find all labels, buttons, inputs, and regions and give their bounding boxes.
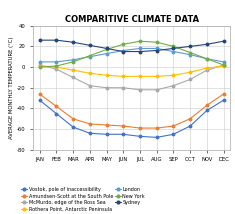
Sydney (222, 40, 225, 43)
New York (155, 41, 158, 43)
Amundsen-Scott at the South Pole (222, 93, 225, 95)
Sydney (189, 45, 192, 48)
Title: COMPARITIVE CLIMATE DATA: COMPARITIVE CLIMATE DATA (65, 15, 199, 24)
London (122, 49, 125, 52)
Amundsen-Scott at the South Pole (105, 124, 108, 126)
Amundsen-Scott at the South Pole (155, 127, 158, 129)
Sydney (38, 39, 41, 42)
London (72, 59, 74, 61)
Sydney (205, 43, 208, 46)
Vostok, pole of inaccessibility (55, 112, 58, 115)
Amundsen-Scott at the South Pole (205, 104, 208, 107)
Line: Rothera Point, Antarctic Peninsula: Rothera Point, Antarctic Peninsula (38, 65, 225, 78)
Line: Sydney: Sydney (38, 39, 225, 53)
New York (189, 51, 192, 54)
Sydney (172, 47, 175, 50)
Sydney (139, 50, 141, 53)
McMurdo, edge of the Ross Sea (38, 64, 41, 66)
Vostok, pole of inaccessibility (139, 135, 141, 138)
New York (105, 48, 108, 51)
New York (139, 40, 141, 43)
London (139, 47, 141, 50)
Legend: Vostok, pole of inaccessibility, Amundsen-Scott at the South Pole, McMurdo, edge: Vostok, pole of inaccessibility, Amundse… (21, 187, 145, 212)
Line: London: London (38, 47, 225, 63)
Amundsen-Scott at the South Pole (122, 125, 125, 127)
New York (72, 61, 74, 63)
Sydney (88, 44, 91, 47)
Rothera Point, Antarctic Peninsula (189, 71, 192, 74)
Vostok, pole of inaccessibility (222, 99, 225, 101)
London (155, 47, 158, 50)
London (105, 52, 108, 55)
Vostok, pole of inaccessibility (105, 133, 108, 136)
McMurdo, edge of the Ross Sea (122, 86, 125, 89)
Rothera Point, Antarctic Peninsula (88, 72, 91, 74)
Sydney (105, 47, 108, 50)
London (88, 55, 91, 58)
London (222, 61, 225, 63)
Amundsen-Scott at the South Pole (38, 93, 41, 95)
McMurdo, edge of the Ross Sea (72, 76, 74, 79)
Rothera Point, Antarctic Peninsula (155, 75, 158, 78)
Vostok, pole of inaccessibility (122, 133, 125, 136)
London (55, 61, 58, 63)
London (38, 61, 41, 63)
Amundsen-Scott at the South Pole (139, 127, 141, 129)
Rothera Point, Antarctic Peninsula (105, 74, 108, 77)
London (189, 53, 192, 56)
Rothera Point, Antarctic Peninsula (222, 65, 225, 67)
Sydney (55, 39, 58, 42)
New York (172, 45, 175, 48)
Y-axis label: AVERAGE MONTHLY TEMPERATURE (°C): AVERAGE MONTHLY TEMPERATURE (°C) (9, 37, 14, 139)
Amundsen-Scott at the South Pole (172, 125, 175, 127)
McMurdo, edge of the Ross Sea (155, 89, 158, 91)
Rothera Point, Antarctic Peninsula (172, 74, 175, 77)
McMurdo, edge of the Ross Sea (105, 86, 108, 89)
Amundsen-Scott at the South Pole (55, 105, 58, 108)
Rothera Point, Antarctic Peninsula (205, 67, 208, 69)
Vostok, pole of inaccessibility (88, 132, 91, 135)
New York (38, 66, 41, 68)
New York (55, 65, 58, 67)
Amundsen-Scott at the South Pole (72, 117, 74, 120)
London (172, 50, 175, 53)
New York (122, 43, 125, 46)
Line: Amundsen-Scott at the South Pole: Amundsen-Scott at the South Pole (38, 93, 225, 129)
Vostok, pole of inaccessibility (205, 109, 208, 112)
Line: Vostok, pole of inaccessibility: Vostok, pole of inaccessibility (38, 99, 225, 139)
Rothera Point, Antarctic Peninsula (139, 75, 141, 78)
McMurdo, edge of the Ross Sea (88, 84, 91, 87)
Vostok, pole of inaccessibility (172, 133, 175, 136)
Sydney (155, 49, 158, 52)
McMurdo, edge of the Ross Sea (205, 69, 208, 71)
London (205, 58, 208, 60)
Amundsen-Scott at the South Pole (88, 123, 91, 125)
New York (222, 64, 225, 66)
McMurdo, edge of the Ross Sea (172, 84, 175, 87)
New York (88, 54, 91, 57)
Sydney (72, 41, 74, 43)
Rothera Point, Antarctic Peninsula (38, 65, 41, 67)
Vostok, pole of inaccessibility (72, 126, 74, 128)
Vostok, pole of inaccessibility (155, 136, 158, 139)
Amundsen-Scott at the South Pole (189, 117, 192, 120)
Rothera Point, Antarctic Peninsula (72, 69, 74, 71)
Vostok, pole of inaccessibility (189, 125, 192, 127)
McMurdo, edge of the Ross Sea (55, 68, 58, 70)
Line: New York: New York (38, 40, 225, 68)
Rothera Point, Antarctic Peninsula (122, 75, 125, 78)
Rothera Point, Antarctic Peninsula (55, 66, 58, 68)
Sydney (122, 50, 125, 53)
McMurdo, edge of the Ross Sea (139, 89, 141, 91)
New York (205, 58, 208, 60)
Vostok, pole of inaccessibility (38, 99, 41, 101)
McMurdo, edge of the Ross Sea (222, 64, 225, 66)
Line: McMurdo, edge of the Ross Sea: McMurdo, edge of the Ross Sea (38, 64, 225, 91)
McMurdo, edge of the Ross Sea (189, 78, 192, 81)
